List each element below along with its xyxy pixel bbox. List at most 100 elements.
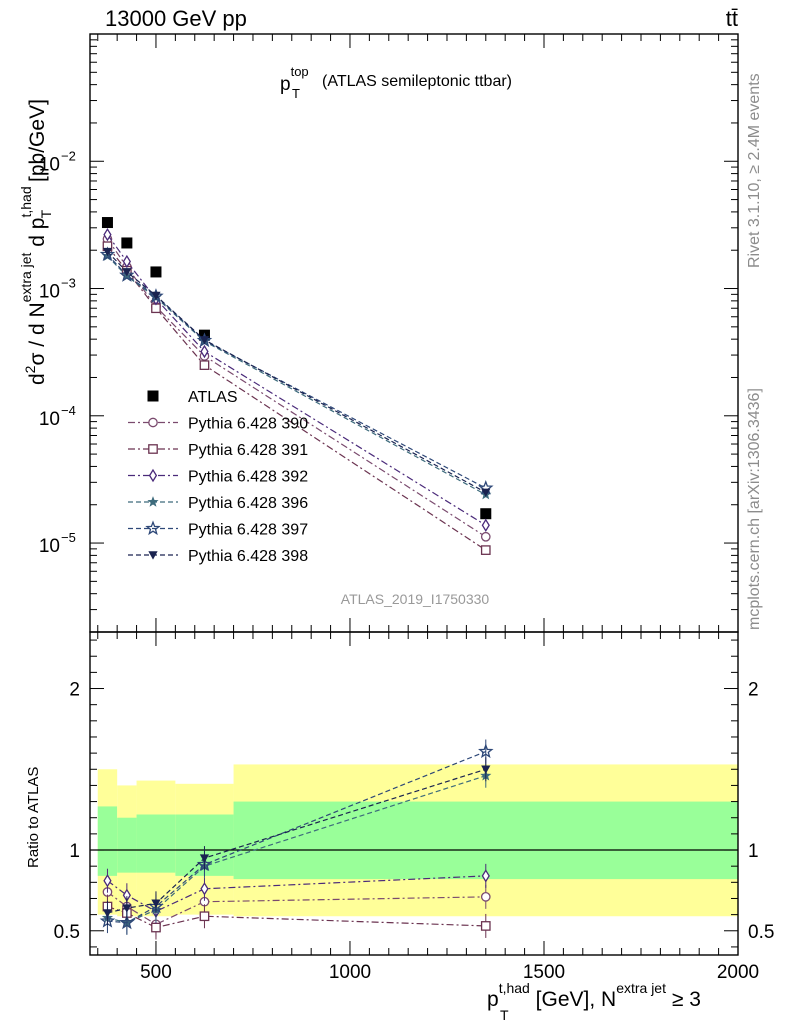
data-point-atlas-0 <box>101 217 113 229</box>
plot-title: ptop <box>280 64 309 95</box>
data-point-pythia-6-428-391-3 <box>199 360 210 370</box>
ratio-point-pythia-6-428-398-4 <box>481 765 491 774</box>
data-point-pythia-6-428-397-1 <box>119 267 135 282</box>
analysis-label: ATLAS_2019_I1750330 <box>341 591 490 607</box>
ratio-point-pythia-6-428-398-0 <box>102 909 113 918</box>
legend-marker <box>145 520 161 536</box>
legend-marker <box>148 468 158 483</box>
data-point-atlas-2 <box>150 266 162 278</box>
legend-entry-atlas: ATLAS <box>147 389 238 406</box>
mcplots-label: mcplots.cern.ch [arXiv:1306.3436] <box>746 388 763 630</box>
ratio-y-tick-label: 1 <box>69 841 80 862</box>
plot-title-text: (ATLAS semileptonic ttbar) <box>322 73 512 90</box>
legend-label: Pythia 6.428 391 <box>188 442 308 459</box>
y-tick-label: 10 <box>39 409 60 430</box>
legend-entry-pythia-6-428-397: Pythia 6.428 397 <box>128 520 308 539</box>
data-point-pythia-6-428-392-3 <box>200 344 209 359</box>
ratio-y-tick-label-right: 0.5 <box>748 922 774 943</box>
legend-marker <box>148 444 158 454</box>
legend-label: ATLAS <box>188 389 238 406</box>
data-point-pythia-6-428-398-3 <box>199 336 210 345</box>
green-band-segment <box>117 817 137 873</box>
data-point-pythia-6-428-392-4 <box>481 518 490 532</box>
x-tick-label: 2000 <box>717 962 759 983</box>
ratio-point-pythia-6-428-391-4 <box>480 921 491 931</box>
ratio-line <box>107 905 486 929</box>
ratio-point-pythia-6-428-392-0 <box>103 874 112 888</box>
ratio-point-pythia-6-428-390-4 <box>480 892 491 902</box>
ratio-point-pythia-6-428-391-2 <box>151 922 161 933</box>
data-point-pythia-6-428-392-0 <box>103 227 112 242</box>
legend-entry-pythia-6-428-391: Pythia 6.428 391 <box>128 442 308 459</box>
data-point-pythia-6-428-398-2 <box>151 291 161 301</box>
series-pythia-6-428-396 <box>101 250 492 500</box>
data-point-atlas-1 <box>121 237 133 249</box>
legend-entry-pythia-6-428-396: Pythia 6.428 396 <box>128 495 308 512</box>
legend: ATLAS Pythia 6.428 390 Pythia 6.428 391 Pyt… <box>128 389 308 565</box>
ratio-point-pythia-6-428-392-3 <box>200 882 209 896</box>
data-point-pythia-6-428-397-0 <box>99 246 116 262</box>
legend-label: Pythia 6.428 398 <box>188 548 308 565</box>
data-point-atlas-4 <box>480 508 492 520</box>
y-tick-label: 10 <box>39 154 60 175</box>
green-band-segment <box>136 814 176 873</box>
data-point-pythia-6-428-392-1 <box>122 254 131 269</box>
ratio-point-pythia-6-428-398-2 <box>151 899 161 908</box>
main-y-axis-label: d2σ / d Nextra jet d pt,had T [pb/GeV] <box>18 99 54 385</box>
axis-ticks <box>90 33 739 955</box>
ratio-panel-frame <box>89 631 739 956</box>
series-line <box>106 238 487 538</box>
ratio-point-pythia-6-428-398-1 <box>122 904 132 913</box>
energy-label: 13000 GeV pp <box>105 6 247 31</box>
legend-label: Pythia 6.428 390 <box>188 416 308 433</box>
y-tick-label-exponent: −4 <box>61 403 76 418</box>
data-point-pythia-6-428-398-4 <box>481 488 491 498</box>
ratio-line <box>107 875 486 913</box>
data-point-pythia-6-428-390-4 <box>480 531 491 542</box>
legend-label: Pythia 6.428 392 <box>188 469 308 486</box>
green-band-segment <box>97 806 118 876</box>
legend-entry-pythia-6-428-390: Pythia 6.428 390 <box>128 416 308 433</box>
data-point-pythia-6-428-398-1 <box>122 268 132 277</box>
ratio-series-pythia-6-428-398 <box>102 757 491 926</box>
ratio-y-axis-label: Ratio to ATLAS <box>25 767 42 868</box>
y-tick-label: 10 <box>39 282 60 303</box>
ratio-uncertainty-bands <box>97 764 739 917</box>
legend-entry-pythia-6-428-398: Pythia 6.428 398 <box>128 548 308 565</box>
y-tick-label-exponent: −3 <box>61 276 76 291</box>
ratio-y-tick-label-right: 2 <box>748 680 759 701</box>
data-point-pythia-6-428-391-4 <box>480 545 491 555</box>
rivet-version-label: Rivet 3.1.10, ≥ 2.4M events <box>746 73 763 268</box>
ratio-point-pythia-6-428-397-1 <box>119 914 135 930</box>
ratio-line <box>107 891 486 925</box>
ratio-point-pythia-6-428-398-3 <box>199 854 210 863</box>
series-pythia-6-428-398 <box>102 247 491 498</box>
y-tick-label-exponent: −2 <box>61 148 76 163</box>
legend-marker <box>148 417 158 428</box>
y-tick-label-exponent: −5 <box>61 530 76 545</box>
x-tick-label: 1500 <box>523 962 565 983</box>
plot-title-subscript: T <box>292 86 300 101</box>
ratio-y-tick-label: 2 <box>69 680 80 701</box>
legend-marker <box>147 496 159 507</box>
legend-entry-pythia-6-428-392: Pythia 6.428 392 <box>128 469 308 486</box>
main-panel-series <box>99 217 494 555</box>
ratio-y-tick-label: 0.5 <box>54 922 80 943</box>
data-point-pythia-6-428-398-0 <box>102 247 113 257</box>
process-label: tt̄ <box>726 6 738 31</box>
legend-label: Pythia 6.428 397 <box>188 522 308 539</box>
x-axis-label-subscript: T <box>500 1007 509 1023</box>
ratio-panel-series <box>99 739 494 940</box>
x-tick-label: 500 <box>140 962 172 983</box>
legend-label: Pythia 6.428 396 <box>188 495 308 512</box>
y-tick-label: 10 <box>39 536 60 557</box>
ratio-point-pythia-6-428-391-3 <box>199 911 210 922</box>
legend-marker <box>148 551 158 560</box>
x-axis-label: pt,had [GeV], Nextra jet ≥ 3 <box>487 980 701 1011</box>
ratio-y-tick-label-right: 1 <box>748 841 759 862</box>
panel-frames <box>89 33 739 956</box>
x-tick-label: 1000 <box>329 962 371 983</box>
ratio-point-pythia-6-428-392-4 <box>481 869 490 883</box>
